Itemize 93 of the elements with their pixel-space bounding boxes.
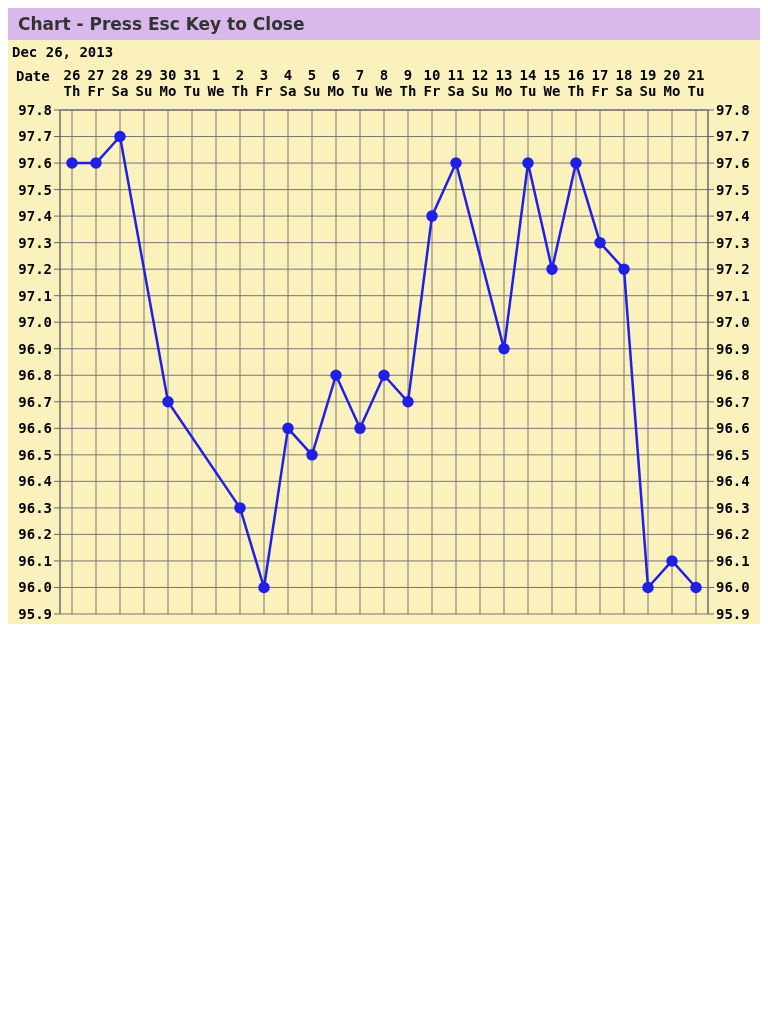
y2-tick-label: 97.5 [716, 181, 750, 198]
point [258, 581, 270, 594]
point [450, 157, 462, 169]
y2-tick-label: 97.8 [716, 101, 750, 118]
y2-tick-label: 97.3 [716, 234, 750, 251]
y2-tick-label: 97.4 [716, 208, 750, 225]
x-tick-label: 28 Sa [111, 67, 129, 99]
x-tick-label: 4 Sa [279, 67, 297, 99]
point [306, 449, 318, 461]
y2-tick-label: 96.9 [716, 340, 750, 357]
y-tick-label: 97.1 [18, 287, 52, 304]
point [402, 396, 414, 408]
point [666, 555, 678, 567]
y-tick-label: 96.8 [18, 367, 52, 384]
point [690, 581, 702, 594]
x-tick-label: 6 Mo [327, 67, 345, 99]
y-tick-label: 97.8 [18, 101, 52, 118]
point [162, 396, 174, 408]
y-tick-label: 96.0 [18, 579, 52, 596]
point [66, 157, 78, 169]
x-tick-label: 5 Su [303, 67, 321, 99]
point [522, 157, 534, 169]
y-tick-label: 97.7 [18, 128, 52, 145]
y2-tick-label: 96.6 [716, 420, 750, 437]
x-tick-label: 9 Th [399, 67, 417, 99]
y2-tick-label: 96.7 [716, 393, 750, 410]
point [546, 263, 558, 275]
point [354, 422, 366, 435]
y2-tick-label: 96.3 [716, 499, 750, 516]
y2-tick-label: 97.6 [716, 155, 750, 172]
x-tick-label: 13 Mo [495, 67, 513, 99]
point [90, 157, 102, 169]
y-tick-label: 96.3 [18, 499, 52, 516]
y2-tick-label: 97.2 [716, 261, 750, 278]
y-tick-label: 97.2 [18, 261, 52, 278]
point [570, 157, 582, 169]
y-tick-label: 97.0 [18, 314, 52, 331]
y-tick-label: 96.9 [18, 340, 52, 357]
x-tick-label: 10 Fr [423, 67, 441, 99]
y2-tick-label: 96.8 [716, 367, 750, 384]
point [594, 236, 606, 249]
y-tick-label: 97.4 [18, 208, 52, 225]
y2-tick-label: 96.4 [716, 473, 750, 490]
y2-tick-label: 97.7 [716, 128, 750, 145]
y2-tick-label: 97.0 [716, 314, 750, 331]
y2-tick-label: 95.9 [716, 605, 750, 622]
chart-title: Chart - Press Esc Key to Close [8, 8, 760, 40]
x-tick-label: 19 Su [639, 67, 657, 99]
x-tick-label: 2 Th [231, 67, 249, 99]
x-tick-label: 26 Th [63, 67, 81, 99]
chart-subtitle: Dec 26, 2013 [12, 44, 114, 60]
y-tick-label: 95.9 [18, 605, 52, 622]
x-axis-title: Date [16, 68, 50, 84]
y2-tick-label: 96.0 [716, 579, 750, 596]
y-tick-label: 97.5 [18, 181, 52, 198]
x-tick-label: 7 Tu [351, 67, 369, 99]
x-tick-label: 11 Sa [447, 67, 465, 99]
x-tick-label: 21 Tu [687, 67, 705, 99]
x-tick-label: 20 Mo [663, 67, 681, 99]
x-tick-label: 17 Fr [591, 67, 609, 99]
x-tick-label: 31 Tu [183, 67, 201, 99]
y-tick-label: 96.5 [18, 446, 52, 463]
y-tick-label: 96.2 [18, 526, 52, 543]
y2-tick-label: 96.5 [716, 446, 750, 463]
x-tick-label: 1 We [207, 67, 225, 99]
point [234, 502, 246, 514]
y2-tick-label: 97.1 [716, 287, 750, 304]
y-tick-label: 96.1 [18, 552, 52, 569]
x-tick-label: 3 Fr [255, 67, 273, 99]
y2-tick-label: 96.2 [716, 526, 750, 543]
x-tick-label: 8 We [375, 67, 393, 99]
x-tick-label: 12 Su [471, 67, 489, 99]
point [114, 130, 126, 143]
y-tick-label: 96.7 [18, 393, 52, 410]
y2-tick-label: 96.1 [716, 552, 750, 569]
x-tick-label: 27 Fr [87, 67, 105, 99]
x-tick-label: 15 We [543, 67, 561, 99]
point [642, 581, 654, 594]
y-tick-label: 97.3 [18, 234, 52, 251]
x-tick-label: 14 Tu [519, 67, 537, 99]
x-tick-label: 16 Th [567, 67, 585, 99]
y-tick-label: 96.6 [18, 420, 52, 437]
y-tick-label: 97.6 [18, 155, 52, 172]
point [498, 342, 510, 355]
x-tick-label: 30 Mo [159, 67, 177, 99]
x-tick-label: 29 Su [135, 67, 153, 99]
point [378, 369, 390, 382]
y-tick-label: 96.4 [18, 473, 52, 490]
x-tick-label: 18 Sa [615, 67, 633, 99]
point [426, 210, 438, 222]
point [618, 263, 630, 275]
point [282, 422, 294, 435]
point [330, 369, 342, 382]
